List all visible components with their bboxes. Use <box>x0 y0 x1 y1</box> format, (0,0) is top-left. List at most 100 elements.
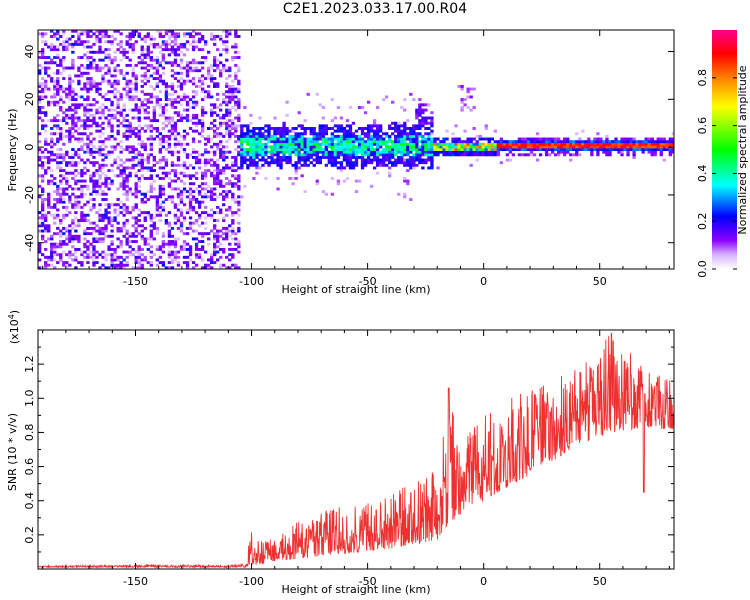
heatmap-cell <box>116 255 120 259</box>
heatmap-cell <box>41 95 45 99</box>
heatmap-cell <box>122 179 126 183</box>
heatmap-cell <box>372 153 377 157</box>
heatmap-cell <box>397 129 401 133</box>
heatmap-cell <box>74 198 78 201</box>
heatmap-cell <box>336 153 341 157</box>
heatmap-cell <box>406 137 410 141</box>
heatmap-cell <box>95 30 99 33</box>
heatmap-cell <box>197 48 202 52</box>
heatmap-cell <box>167 184 172 188</box>
heatmap-cell <box>472 150 476 154</box>
heatmap-cell <box>116 129 120 133</box>
heatmap-cell <box>306 137 310 141</box>
heatmap-cell <box>122 205 126 209</box>
heatmap-cell <box>134 87 138 91</box>
heatmap-cell <box>161 171 166 175</box>
heatmap-cell <box>234 35 238 38</box>
heatmap-cell <box>469 137 473 141</box>
heatmap-cell <box>131 71 135 75</box>
heatmap-cell <box>65 113 69 117</box>
heatmap-cell <box>53 45 57 49</box>
heatmap-cell <box>351 150 356 154</box>
heatmap-cell <box>128 37 132 41</box>
heatmap-cell <box>240 132 244 136</box>
heatmap-cell <box>191 66 196 70</box>
heatmap-cell <box>41 161 45 165</box>
heatmap-cell <box>44 171 48 175</box>
heatmap-cell <box>80 103 84 107</box>
heatmap-cell <box>210 103 214 107</box>
heatmap-cell <box>391 161 395 165</box>
heatmap-cell <box>668 148 672 151</box>
heatmap-cell <box>62 42 66 46</box>
heatmap-cell <box>339 153 344 157</box>
heatmap-cell <box>602 150 606 154</box>
heatmap-cell <box>38 95 42 99</box>
heatmap-cell <box>200 187 205 191</box>
heatmap-cell <box>291 142 295 146</box>
heatmap-cell <box>378 145 383 149</box>
heatmap-cell <box>137 247 141 251</box>
heatmap-cell <box>128 166 132 170</box>
heatmap-cell <box>267 145 271 149</box>
snr-y-tick-label: 1.0 <box>23 390 36 408</box>
heatmap-cell <box>128 145 132 149</box>
heatmap-cell <box>605 150 609 154</box>
heatmap-cell <box>191 140 196 144</box>
heatmap-cell <box>219 134 223 138</box>
heatmap-cell <box>56 69 60 73</box>
heatmap-cell <box>475 134 479 138</box>
heatmap-cell <box>385 163 389 167</box>
heatmap-cell <box>569 153 573 157</box>
heatmap-cell <box>158 98 163 102</box>
heatmap-cell <box>231 58 235 62</box>
heatmap-cell <box>131 155 135 159</box>
heatmap-cell <box>59 153 63 157</box>
heatmap-cell <box>312 148 316 151</box>
heatmap-cell <box>53 116 57 120</box>
heatmap-cell <box>89 140 93 144</box>
heatmap-cell <box>65 237 69 241</box>
heatmap-cell <box>191 221 196 225</box>
heatmap-cell <box>86 124 90 128</box>
heatmap-cell <box>273 148 277 151</box>
heatmap-cell <box>475 145 479 149</box>
heatmap-cell <box>152 116 156 120</box>
heatmap-cell <box>92 161 96 165</box>
heatmap-cell <box>406 153 410 157</box>
heatmap-cell <box>176 216 181 220</box>
heatmap-cell <box>83 113 87 117</box>
heatmap-cell <box>107 124 111 128</box>
heatmap-cell <box>62 111 66 115</box>
heatmap-cell <box>197 32 202 36</box>
heatmap-cell <box>197 132 202 136</box>
heatmap-cell <box>490 148 494 151</box>
heatmap-cell <box>200 56 205 59</box>
heatmap-cell <box>116 42 120 46</box>
heatmap-cell <box>354 153 359 157</box>
heatmap-cell <box>294 145 298 149</box>
heatmap-cell <box>348 155 353 159</box>
heatmap-cell <box>466 148 470 151</box>
heatmap-cell <box>547 153 552 157</box>
heatmap-cell <box>122 258 126 262</box>
heatmap-cell <box>41 213 45 217</box>
heatmap-cell <box>321 142 325 146</box>
heatmap-cell <box>92 50 96 54</box>
heatmap-cell <box>59 95 63 99</box>
heatmap-cell <box>107 48 111 52</box>
heatmap-cell <box>98 216 102 220</box>
heatmap-cell <box>442 142 446 146</box>
heatmap-cell <box>234 127 238 130</box>
heatmap-cell <box>158 140 163 144</box>
heatmap-cell <box>185 255 190 259</box>
heatmap-cell <box>164 40 169 44</box>
heatmap-cell <box>110 255 114 259</box>
heatmap-cell <box>167 234 172 238</box>
heatmap-cell <box>47 45 51 49</box>
heatmap-cell <box>104 32 108 36</box>
heatmap-cell <box>222 121 226 125</box>
heatmap-cell <box>137 134 141 138</box>
heatmap-cell <box>469 153 473 157</box>
heatmap-cell <box>249 113 253 117</box>
